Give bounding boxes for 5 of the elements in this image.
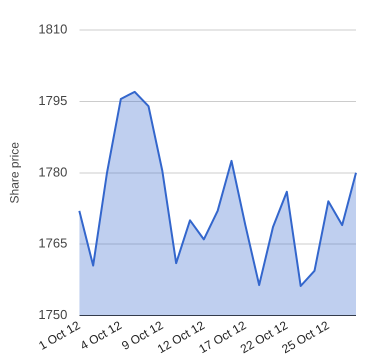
y-tick-label: 1780	[38, 164, 68, 180]
y-tick-label: 1810	[38, 22, 68, 37]
y-axis-title: Share price	[8, 142, 22, 204]
y-tick-label: 1765	[38, 236, 68, 251]
y-tick-label: 1795	[38, 92, 68, 108]
